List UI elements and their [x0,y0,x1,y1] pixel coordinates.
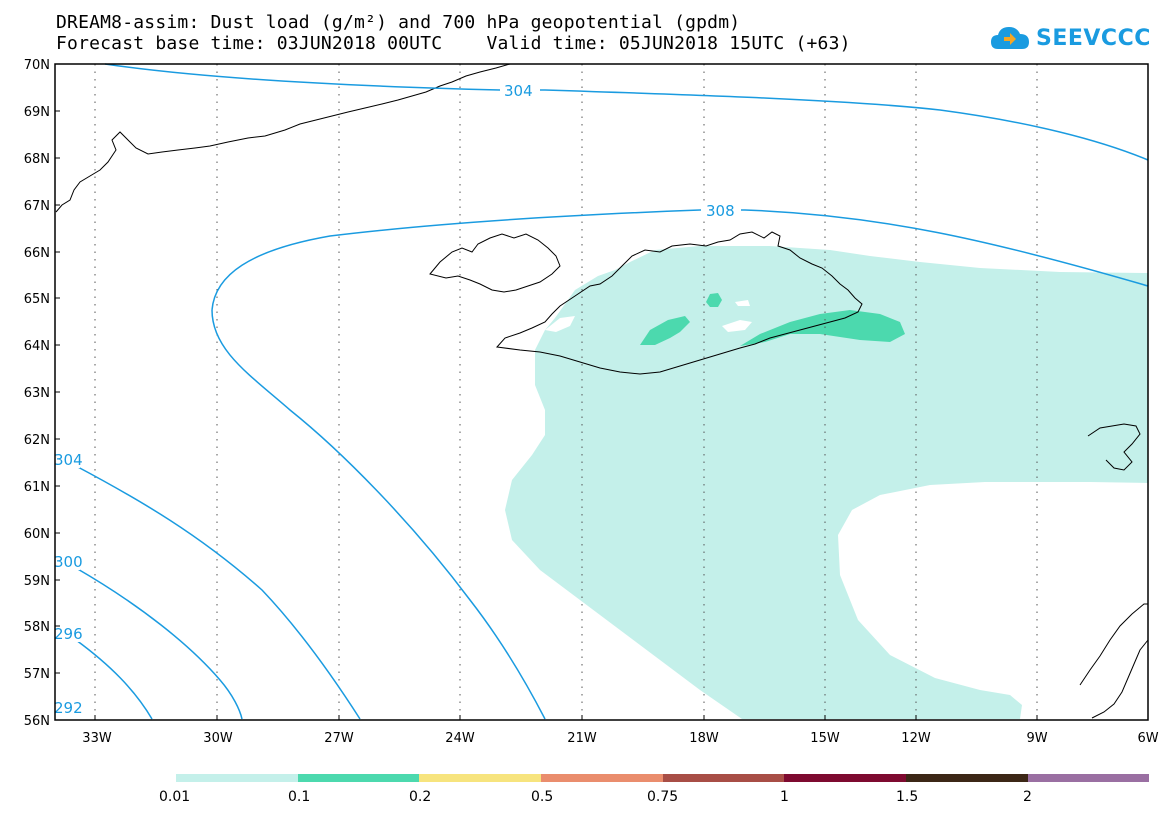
lat-label: 66N [24,246,50,261]
logo-text: SEEVCCC [1036,25,1151,51]
colorbar-label: 0.5 [531,789,553,805]
tick-marks [55,63,1038,720]
colorbar-swatch [784,774,906,782]
contour-label-304-top: 304 [504,82,533,100]
lat-label: 63N [24,386,50,401]
lat-label: 68N [24,152,50,167]
colorbar: 0.01 0.1 0.2 0.5 0.75 1 1.5 2 [159,774,1149,805]
lon-label: 12W [901,731,931,746]
longitude-labels: 33W 30W 27W 24W 21W 18W 15W 12W 9W 6W [82,731,1158,746]
lat-label: 61N [24,480,50,495]
lat-label: 59N [24,574,50,589]
contour-label-292: 292 [54,699,83,717]
colorbar-label: 2 [1023,789,1032,805]
geopotential-contours [75,63,1149,720]
lat-label: 60N [24,527,50,542]
colorbar-label: 0.1 [288,789,310,805]
colorbar-swatch [176,774,298,782]
colorbar-label: 0.75 [647,789,678,805]
contour-label-304-left: 304 [54,451,83,469]
lon-label: 21W [567,731,597,746]
colorbar-label: 1 [780,789,789,805]
lon-label: 24W [445,731,475,746]
contour-label-296: 296 [54,625,83,643]
colorbar-label: 0.2 [409,789,431,805]
seevccc-logo: SEEVCCC [990,18,1151,58]
contour-label-300: 300 [54,553,83,571]
coastlines [55,63,1149,719]
contour-label-308: 308 [706,202,735,220]
lon-label: 6W [1137,731,1158,746]
cloud-icon [991,27,1029,49]
colorbar-swatch [663,774,784,782]
colorbar-swatch [1028,774,1149,782]
lon-label: 9W [1026,731,1047,746]
colorbar-swatch [541,774,663,782]
dust-load-shading [505,246,1148,719]
lat-label: 67N [24,199,50,214]
colorbar-swatch [298,774,419,782]
contour-labels: 304 308 304 300 296 292 [52,81,741,717]
colorbar-label: 1.5 [896,789,918,805]
lon-label: 18W [689,731,719,746]
lat-label: 57N [24,667,50,682]
lon-label: 33W [82,731,112,746]
lat-label: 64N [24,339,50,354]
lat-label: 58N [24,620,50,635]
colorbar-swatch [419,774,541,782]
lon-label: 15W [810,731,840,746]
lat-label: 65N [24,292,50,307]
lon-label: 27W [324,731,354,746]
lat-label: 62N [24,433,50,448]
map-title-line2: Forecast base time: 03JUN2018 00UTC Vali… [56,33,851,54]
map-title-line1: DREAM8-assim: Dust load (g/m²) and 700 h… [56,12,741,33]
colorbar-swatch [906,774,1028,782]
latitude-labels: 70N 69N 68N 67N 66N 65N 64N 63N 62N 61N … [24,58,50,729]
lat-label: 70N [24,58,50,73]
lat-label: 69N [24,105,50,120]
colorbar-label: 0.01 [159,789,190,805]
lon-label: 30W [203,731,233,746]
lat-label: 56N [24,714,50,729]
